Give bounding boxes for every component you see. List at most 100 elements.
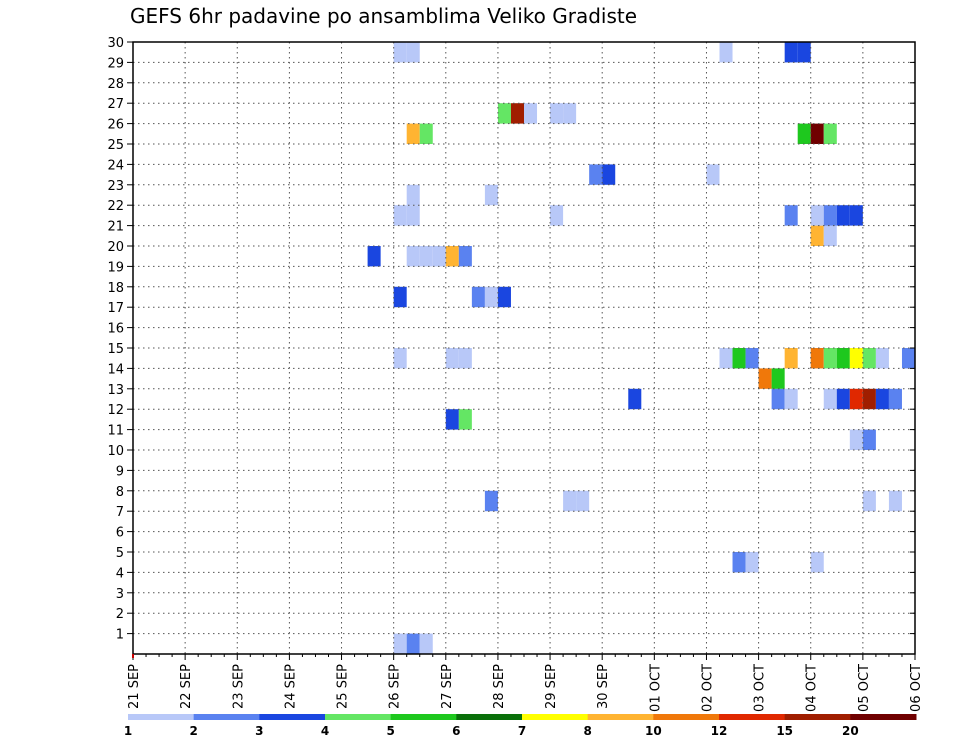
heatmap-cell [393,205,407,226]
x-tick-label: 04 OCT [805,664,820,712]
x-tick-label: 29 SEP [544,664,559,709]
heatmap-cell [393,633,407,654]
heatmap-cell [406,42,420,63]
x-tick-label: 23 SEP [231,664,246,709]
heatmap-cell [432,246,446,267]
y-tick-label: 7 [116,505,124,520]
legend-swatch [325,714,392,720]
color-legend: 1 2 3 4 5 6 7 8 10 12 15 20 [124,714,917,738]
legend-swatch [128,714,195,720]
legend-swatch [522,714,589,720]
legend-swatch [850,714,917,720]
heatmap-cell [484,286,498,308]
heatmap-cell [823,123,837,144]
heatmap-cell [550,103,564,124]
x-tick-label: 28 SEP [492,664,507,709]
y-tick-label: 13 [107,383,124,398]
legend-swatch [587,714,654,720]
x-tick-label: 26 SEP [388,664,403,709]
heatmap-cell [445,409,459,430]
heatmap-cell [810,552,824,573]
y-tick-label: 16 [107,322,124,337]
y-tick-label: 12 [107,403,124,418]
heatmap-cell [745,552,759,573]
y-tick-label: 6 [116,526,124,541]
heatmap-cell [406,633,420,654]
x-tick-label: 25 SEP [336,664,351,709]
x-tick-label: 22 SEP [179,664,194,709]
y-tick-label: 19 [107,260,124,275]
legend-label: 4 [321,724,329,738]
heatmap-cell [758,368,772,389]
heatmap-cell [732,552,746,573]
heatmap-cell [784,205,798,226]
y-tick-label: 21 [107,220,124,235]
heatmap-cell [810,225,824,246]
legend-label: 8 [583,724,591,738]
heatmap-cell [823,225,837,246]
y-tick-label: 3 [116,587,124,602]
heatmap-cell [406,205,420,226]
heatmap-cell [576,490,590,512]
y-tick-label: 22 [107,199,124,214]
legend-label: 1 [124,724,132,738]
legend-label: 10 [645,724,662,738]
y-tick-label: 15 [107,342,124,357]
heatmap-cell [810,348,824,369]
heatmap-cell [823,348,837,369]
legend-swatch [259,714,326,720]
y-tick-label: 30 [107,36,124,51]
heatmap-cell [484,184,498,206]
heatmap-cell [406,184,420,206]
heatmap-cell [862,348,876,369]
x-tick-label: 24 SEP [283,664,298,709]
heatmap-cell [367,246,381,267]
heatmap-cell [445,246,459,267]
legend-label: 2 [189,724,197,738]
heatmap-cell [771,368,785,389]
y-tick-label: 25 [107,138,124,153]
heatmap-cell [497,103,511,124]
legend-label: 5 [386,724,394,738]
legend-label: 12 [711,724,728,738]
legend-label: 15 [776,724,793,738]
heatmap-cell [875,388,889,410]
y-tick-label: 17 [107,301,124,316]
heatmap-cell [406,246,420,267]
heatmap-cell [419,633,433,654]
heatmap-cell [862,490,876,512]
legend-swatch [653,714,720,720]
heatmap-cell [810,123,824,144]
grid-lines [133,42,915,654]
heatmap-cell [836,348,850,369]
y-tick-label: 2 [116,607,124,622]
y-tick-label: 10 [107,444,124,459]
heatmap-cell [823,205,837,226]
legend-swatch [193,714,260,720]
legend-label: 7 [518,724,526,738]
y-tick-label: 8 [116,485,124,500]
y-tick-label: 4 [116,566,124,581]
y-tick-label: 9 [116,464,124,479]
y-tick-label: 18 [107,281,124,296]
y-tick-label: 29 [107,56,124,71]
x-tick-label: 27 SEP [440,664,455,709]
heatmap-cell [458,246,472,267]
heatmap-cell [706,164,720,185]
heatmap-cell [550,205,564,226]
heatmap-cell [589,164,603,185]
heatmap-cell [719,42,733,63]
y-tick-label: 5 [116,546,124,561]
heatmap-cell [836,388,850,410]
heatmap-cell [888,490,902,512]
heatmap-cell [810,205,824,226]
heatmap-cell [563,103,577,124]
heatmap-cell [497,286,511,308]
x-tick-label: 30 SEP [596,664,611,709]
heatmap-cell [406,123,420,144]
heatmap-cell [849,348,863,369]
y-tick-label: 24 [107,158,124,173]
x-tick-label: 21 SEP [127,664,142,709]
